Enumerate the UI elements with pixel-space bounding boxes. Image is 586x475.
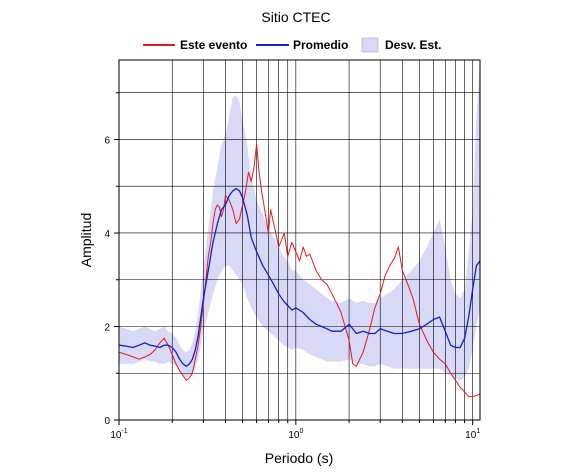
y-tick-label: 2 — [104, 322, 110, 333]
y-tick-label: 6 — [104, 135, 110, 146]
std-band-layer — [119, 60, 480, 381]
x-tick-label: 100 — [288, 428, 303, 441]
legend-label-este-evento: Este evento — [180, 38, 247, 52]
x-tick-label-base: 10 — [110, 430, 122, 441]
std-band-area — [119, 60, 480, 381]
grid-layer — [118, 60, 480, 420]
x-tick-label-exponent: -1 — [121, 428, 127, 435]
legend: Este evento Promedio Desv. Est. — [143, 37, 441, 53]
y-axis-label: Amplitud — [78, 213, 94, 267]
x-tick-label-base: 10 — [288, 430, 300, 441]
x-tick-label-exponent: 0 — [299, 428, 303, 435]
x-tick-label: 101 — [465, 428, 480, 441]
legend-swatch-desv-est — [361, 37, 379, 53]
x-axis-label: Periodo (s) — [265, 450, 333, 466]
legend-label-promedio: Promedio — [293, 38, 348, 52]
chart-title: Sitio CTEC — [261, 9, 330, 25]
series-line-este-evento — [118, 143, 481, 398]
x-tick-label-exponent: 1 — [476, 428, 480, 435]
x-tick-label-base: 10 — [465, 430, 477, 441]
series-layer — [118, 143, 481, 398]
y-tick-label: 0 — [104, 416, 110, 427]
plot-frame — [118, 59, 481, 421]
series-line-promedio — [118, 187, 481, 367]
legend-label-desv-est: Desv. Est. — [385, 38, 441, 52]
y-tick-label: 4 — [104, 229, 110, 240]
x-tick-label: 10-1 — [110, 428, 127, 441]
